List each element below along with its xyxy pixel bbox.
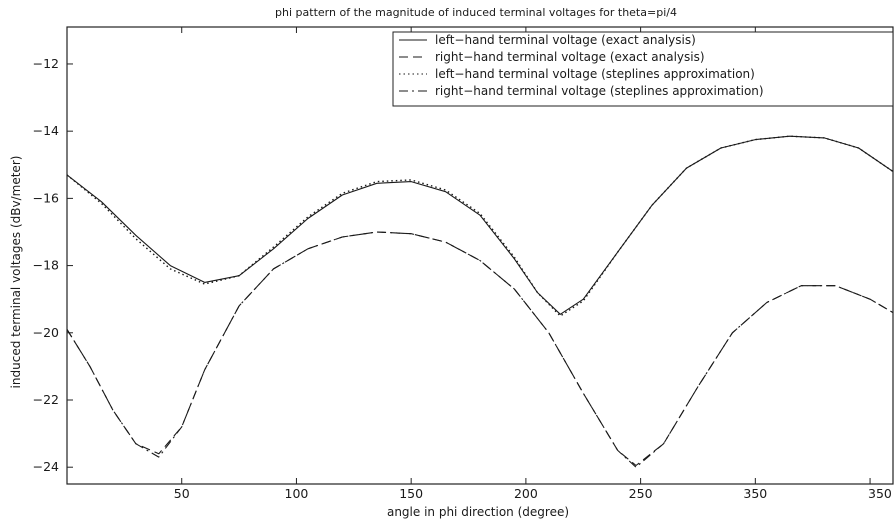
y-tick-label: −24 (33, 459, 59, 474)
y-tick-label: −20 (33, 325, 59, 340)
y-axis: −24 −22 −20 −18 −16 −14 −12 (33, 56, 73, 474)
x-tick-label: 200 (514, 486, 538, 501)
chart-title: phi pattern of the magnitude of induced … (275, 6, 677, 19)
legend: left−hand terminal voltage (exact analys… (392, 31, 894, 107)
legend-box (392, 31, 894, 107)
x-tick-label: 350 (868, 486, 892, 501)
plot-frame (66, 26, 894, 485)
legend-entry: right−hand terminal voltage (exact analy… (435, 50, 705, 64)
x-tick-label: 50 (174, 486, 190, 501)
legend-entry: right−hand terminal voltage (steplines a… (435, 84, 764, 98)
plot-border (66, 26, 894, 485)
series-left-exact (66, 135, 894, 315)
x-axis-label: angle in phi direction (degree) (387, 505, 569, 519)
y-tick-label: −18 (33, 258, 59, 273)
x-tick-label: 250 (629, 486, 653, 501)
x-axis: 50 100 150 200 250 350 350 (174, 27, 892, 501)
series-right-exact (66, 231, 894, 467)
x-tick-label: 100 (285, 486, 309, 501)
y-tick-label: −12 (33, 56, 59, 71)
series-left-stepline (66, 135, 894, 317)
y-tick-label: −16 (33, 190, 59, 205)
y-axis-label: induced terminal voltages (dBv/meter) (9, 156, 23, 389)
series-layer (66, 135, 894, 468)
legend-entry: left−hand terminal voltage (exact analys… (435, 33, 696, 47)
legend-entry: left−hand terminal voltage (steplines ap… (435, 67, 755, 81)
y-tick-label: −22 (33, 392, 59, 407)
series-right-stepline (66, 231, 894, 468)
x-tick-label: 150 (399, 486, 423, 501)
x-tick-label: 350 (743, 486, 767, 501)
y-tick-label: −14 (33, 123, 59, 138)
